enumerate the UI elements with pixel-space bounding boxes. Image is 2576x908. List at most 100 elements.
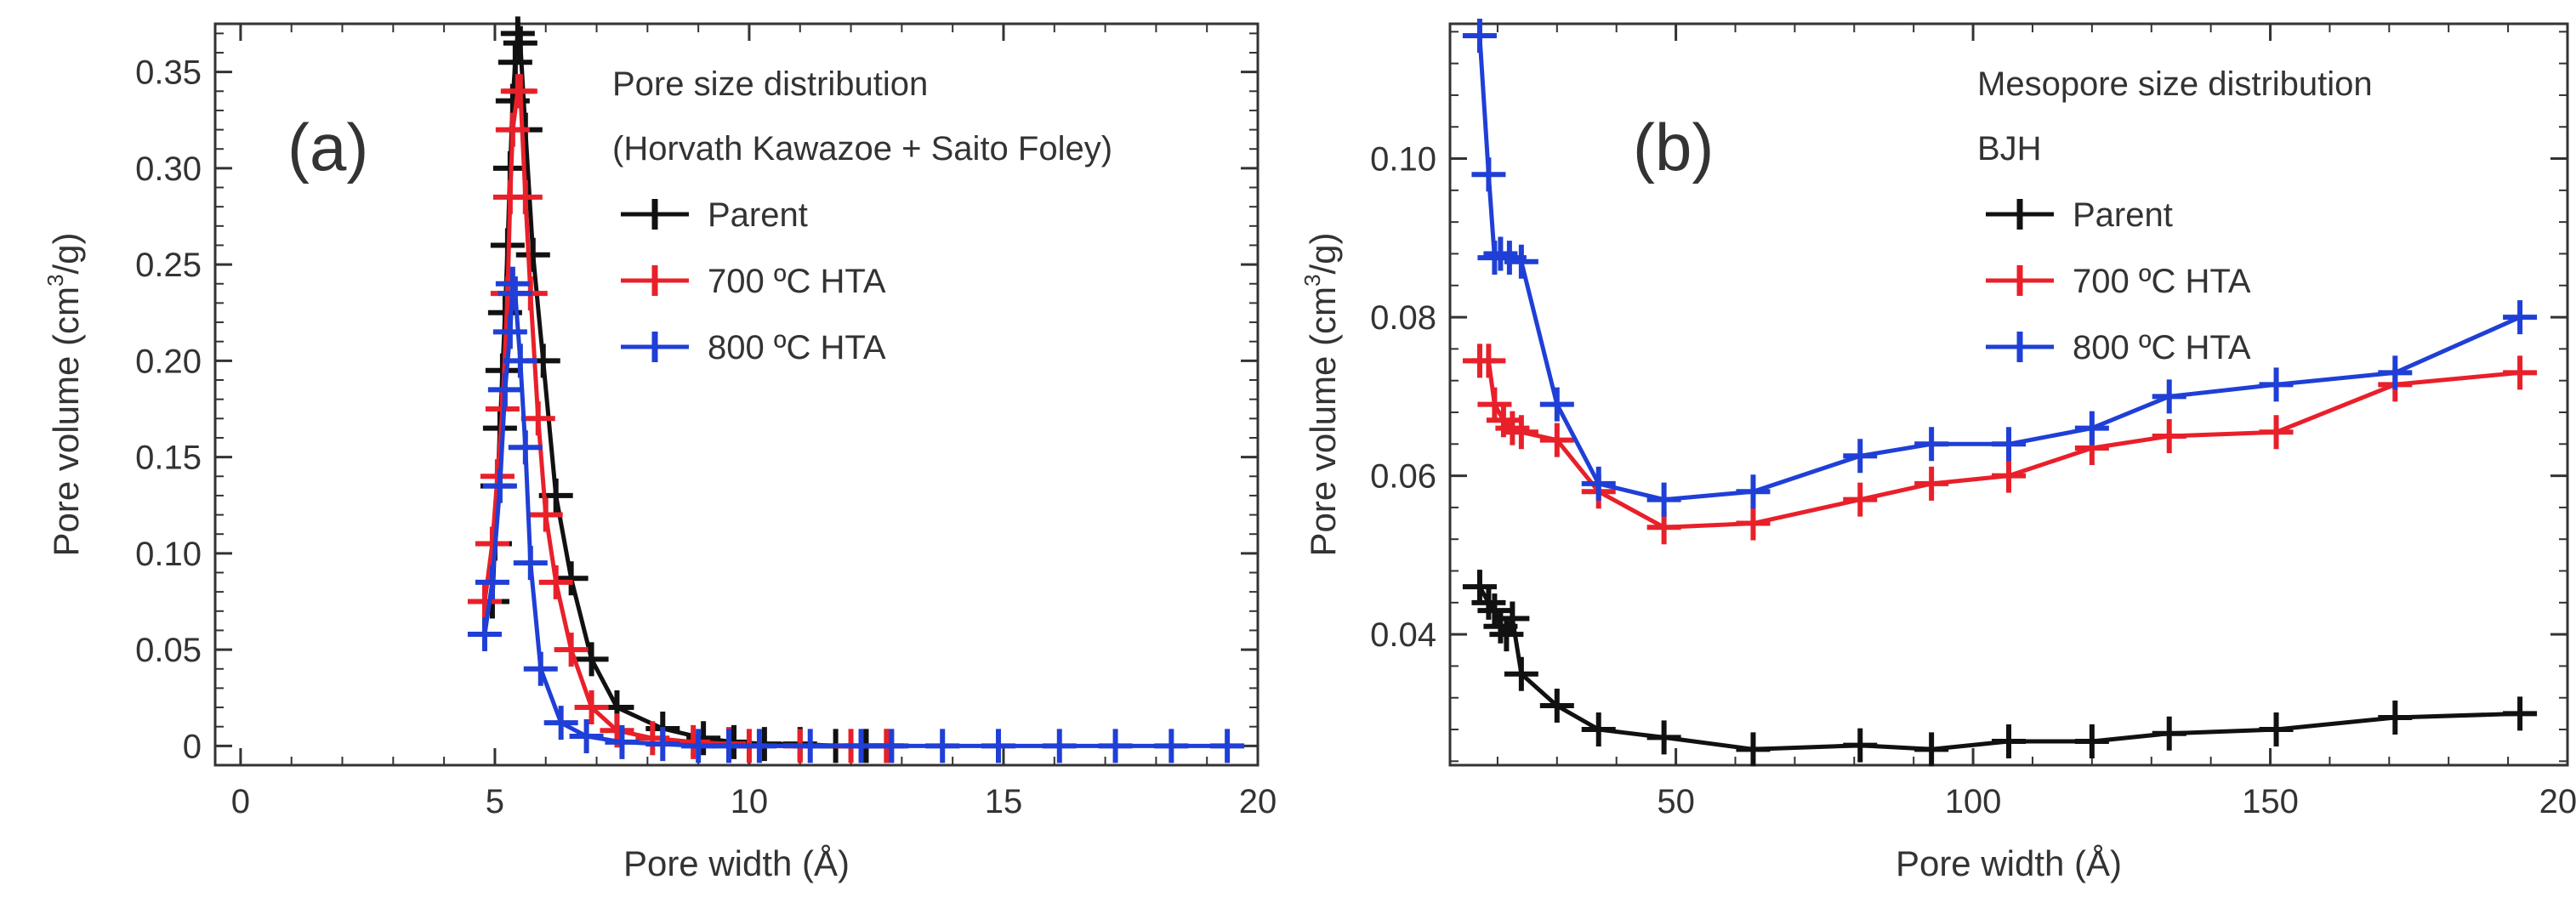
data-point-a-2 <box>492 315 527 349</box>
data-point-b-2 <box>1483 236 1518 271</box>
x-tick-label-b: 50 <box>1657 783 1695 820</box>
legend-label-parent-b: Parent <box>2073 196 2173 234</box>
data-point-a-2 <box>681 729 716 763</box>
panel-label-b: (b) <box>1633 110 1714 184</box>
ticks-b <box>1450 24 2569 765</box>
data-point-b-0 <box>2378 701 2413 735</box>
data-point-b-2 <box>2259 367 2294 402</box>
x-tick-label-b: 100 <box>1945 783 2002 820</box>
chart-title-a-line2: (Horvath Kawazoe + Saito Foley) <box>612 130 1112 167</box>
legend-entry-parent-b: Parent <box>1986 196 2173 234</box>
legend-label-parent-a: Parent <box>708 196 808 234</box>
data-point-b-2 <box>1462 18 1497 53</box>
y-tick-label-a: 0 <box>183 728 202 765</box>
data-point-b-1 <box>1477 387 1512 422</box>
data-point-a-2 <box>508 430 543 465</box>
x-tick-labels-b: 50 100 150 200 <box>1657 783 2576 820</box>
data-point-b-0 <box>1471 585 1506 620</box>
data-point-b-2 <box>1843 439 1878 474</box>
y-tick-labels-b: 0.04 0.06 0.08 0.10 <box>1370 141 1436 655</box>
data-point-b-0 <box>1992 724 2026 759</box>
y-tick-label-a: 0.25 <box>135 247 202 284</box>
x-axis-title-b: Pore width (Å) <box>1896 843 2122 883</box>
legend-entry-700-a: 700 ºC HTA <box>621 263 886 300</box>
y-tick-label-a: 0.10 <box>135 536 202 573</box>
data-point-b-1 <box>1471 343 1506 378</box>
data-point-a-2 <box>1042 729 1077 763</box>
data-point-a-2 <box>475 565 509 599</box>
legend-a: Parent 700 ºC HTA 800 ºC HTA <box>621 196 886 366</box>
x-tick-label-a: 10 <box>731 783 769 820</box>
y-tick-label-b: 0.04 <box>1370 616 1436 654</box>
data-point-b-1 <box>2259 415 2294 450</box>
data-point-a-2 <box>605 724 640 759</box>
plot-frame-a <box>213 22 1260 767</box>
data-point-a-1 <box>554 633 589 667</box>
data-point-b-2 <box>2152 379 2186 414</box>
data-point-a-1 <box>467 584 502 619</box>
data-point-a-2 <box>569 719 604 754</box>
x-tick-labels-a: 0 5 10 15 20 <box>231 783 1277 820</box>
legend-label-700-b: 700 ºC HTA <box>2073 263 2251 300</box>
data-point-b-2 <box>2074 411 2109 445</box>
data-point-b-2 <box>1736 474 1771 509</box>
y-axis-title-a-main: Pore volume (cm <box>46 287 86 556</box>
y-axis-title-a-sup: 3 <box>43 275 68 287</box>
data-point-a-1 <box>495 112 530 147</box>
y-tick-labels-a: 0 0.05 0.10 0.15 0.20 0.25 0.30 0.35 <box>135 54 202 766</box>
y-axis-title-b-main: Pore volume (cm <box>1303 287 1343 556</box>
data-point-a-2 <box>874 729 909 763</box>
data-point-b-0 <box>1914 732 1949 767</box>
data-point-b-2 <box>1581 466 1616 501</box>
data-point-a-2 <box>503 343 537 378</box>
data-point-a-2 <box>844 729 879 763</box>
data-point-a-1 <box>508 179 543 214</box>
data-point-a-2 <box>742 729 776 763</box>
y-axis-title-b-sup: 3 <box>1299 275 1325 287</box>
x-axis-title-a: Pore width (Å) <box>623 843 850 883</box>
chart-title-b-line1: Mesopore size distribution <box>1977 65 2373 103</box>
data-point-a-2 <box>925 729 960 763</box>
data-point-a-2 <box>543 706 578 741</box>
data-point-b-0 <box>1477 593 1512 628</box>
legend-label-700-a: 700 ºC HTA <box>708 263 886 300</box>
data-point-b-0 <box>2152 716 2186 751</box>
series-line-b-2 <box>1477 35 2522 502</box>
y-tick-label-b: 0.10 <box>1370 141 1436 179</box>
x-tick-label-a: 0 <box>231 783 250 820</box>
data-point-b-1 <box>1736 506 1771 541</box>
legend-entry-parent-a: Parent <box>621 196 808 234</box>
legend-b: Parent 700 ºC HTA 800 ºC HTA <box>1986 196 2251 366</box>
data-point-a-1 <box>528 497 563 532</box>
chart-title-a-line1: Pore size distribution <box>612 65 928 103</box>
data-point-b-2 <box>1646 482 1681 517</box>
y-tick-label-b: 0.08 <box>1370 299 1436 337</box>
y-tick-label-b: 0.06 <box>1370 458 1436 496</box>
data-point-b-2 <box>1504 244 1538 279</box>
data-point-a-0 <box>498 45 532 80</box>
data-point-a-2 <box>1098 729 1133 763</box>
data-point-b-2 <box>2503 300 2538 335</box>
data-point-b-1 <box>2152 418 2186 453</box>
data-point-b-0 <box>1646 720 1681 755</box>
data-point-b-0 <box>1489 617 1524 652</box>
legend-label-800-b: 800 ºC HTA <box>2073 329 2251 366</box>
data-point-a-0 <box>574 642 609 677</box>
x-tick-label-b: 200 <box>2539 783 2576 820</box>
data-point-a-0 <box>503 26 537 60</box>
data-point-a-1 <box>520 401 555 436</box>
legend-entry-700-b: 700 ºC HTA <box>1986 263 2251 300</box>
data-point-a-2 <box>1154 729 1189 763</box>
data-point-a-0 <box>515 237 550 272</box>
data-point-b-1 <box>1539 423 1574 457</box>
data-point-b-0 <box>2503 696 2538 731</box>
y-tick-label-a: 0.20 <box>135 343 202 380</box>
legend-entry-800-a: 800 ºC HTA <box>621 329 886 366</box>
data-point-a-1 <box>538 565 573 599</box>
data-point-a-1 <box>676 724 711 759</box>
data-point-b-0 <box>1539 689 1574 724</box>
series-layer-a <box>467 16 1245 763</box>
data-point-a-2 <box>523 651 558 686</box>
data-point-b-0 <box>1495 601 1530 636</box>
